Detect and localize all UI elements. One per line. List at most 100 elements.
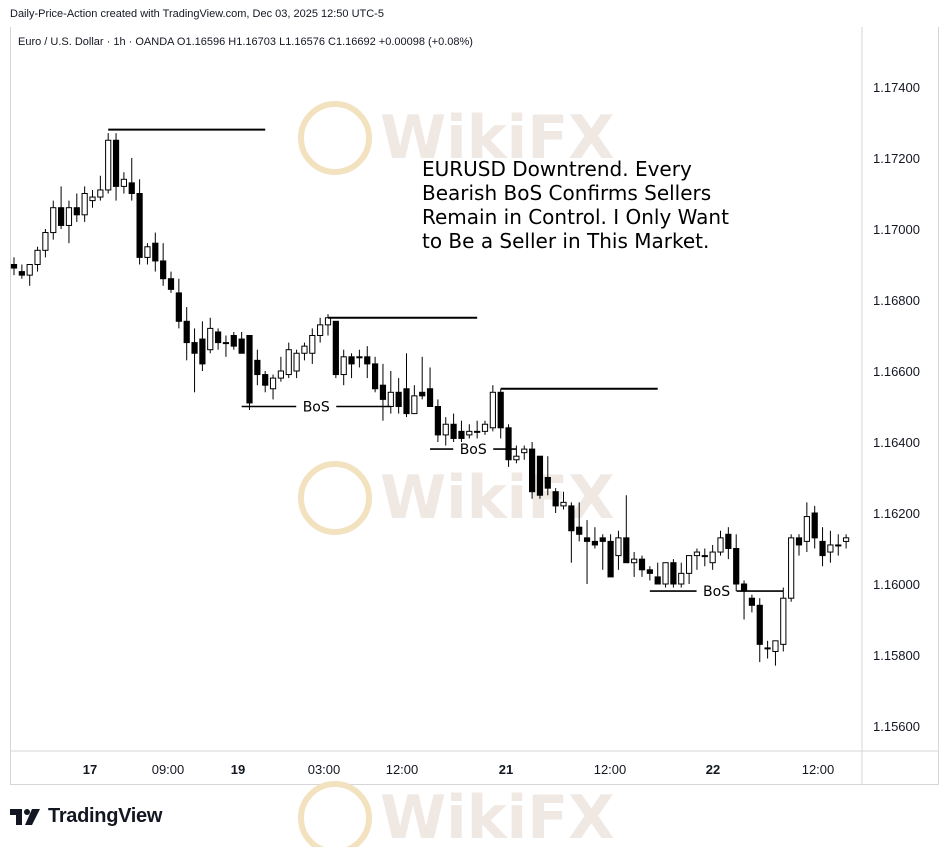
candle[interactable] [576,502,583,542]
candle[interactable] [599,534,606,570]
candle[interactable] [701,548,708,567]
candle[interactable] [442,417,449,446]
candle[interactable] [293,349,300,379]
candle[interactable] [725,527,732,560]
candle[interactable] [340,349,347,386]
candle[interactable] [552,488,559,513]
candle[interactable] [238,331,245,354]
candle[interactable] [756,598,763,663]
candle[interactable] [18,264,25,279]
candle[interactable] [128,158,135,201]
candle[interactable] [481,420,489,435]
candle[interactable] [207,317,214,354]
candle[interactable] [591,527,598,549]
candle[interactable] [395,378,402,414]
candle[interactable] [317,317,324,343]
candle[interactable] [269,374,277,400]
candle[interactable] [191,328,198,393]
candle[interactable] [215,328,222,350]
candle[interactable] [356,349,363,368]
candle[interactable] [144,243,151,265]
candle[interactable] [450,413,457,442]
tradingview-logo[interactable]: TradingView [10,805,162,828]
candle[interactable] [403,353,410,418]
candle[interactable] [42,229,49,258]
candle[interactable] [167,271,175,293]
candle[interactable] [788,534,795,602]
candle[interactable] [513,445,520,464]
candle[interactable] [199,321,206,371]
candle[interactable] [811,505,818,549]
candle[interactable] [26,264,33,286]
candle[interactable] [709,544,716,570]
candle[interactable] [748,594,755,613]
candle[interactable] [686,555,693,584]
candle[interactable] [615,530,622,570]
candle[interactable] [81,186,88,222]
candle[interactable] [372,356,379,393]
candle[interactable] [348,353,355,379]
candle[interactable] [426,367,434,407]
candle[interactable] [646,566,653,581]
candle[interactable] [497,388,504,439]
candle[interactable] [120,172,128,194]
candle[interactable] [379,363,387,421]
candle[interactable] [419,356,426,400]
candle[interactable] [50,200,57,240]
candle[interactable] [58,186,65,229]
candle[interactable] [175,278,182,329]
candle[interactable] [843,534,850,549]
candle[interactable] [536,455,544,499]
candle[interactable] [458,420,465,442]
candle[interactable] [717,530,724,556]
candle[interactable] [631,552,638,577]
candle[interactable] [152,232,159,272]
candle[interactable] [222,335,230,357]
candle[interactable] [835,534,842,556]
candle[interactable] [583,520,591,584]
candle[interactable] [183,307,190,361]
candle[interactable] [246,335,253,411]
candle[interactable] [105,133,112,194]
candle[interactable] [544,456,551,496]
candle[interactable] [819,527,826,567]
candle[interactable] [254,349,261,386]
candle[interactable] [332,320,339,379]
candle[interactable] [262,371,269,393]
candle[interactable] [136,179,143,265]
candle[interactable] [73,193,80,222]
candle[interactable] [670,559,677,588]
candle[interactable] [772,640,779,666]
candle[interactable] [89,189,96,208]
candle[interactable] [733,534,740,592]
candle[interactable] [638,555,646,577]
candle[interactable] [97,175,104,201]
candle[interactable] [662,562,669,588]
candle[interactable] [160,243,167,286]
candle[interactable] [795,534,803,556]
candle[interactable] [301,342,308,361]
candle[interactable] [411,385,418,415]
candle[interactable] [434,399,441,442]
candle[interactable] [10,257,18,276]
candle[interactable] [521,445,528,460]
candle[interactable] [560,491,567,510]
candle[interactable] [65,200,73,244]
candle[interactable] [764,640,771,659]
candle[interactable] [780,587,787,652]
candle[interactable] [466,424,473,439]
candle[interactable] [474,420,481,439]
candle[interactable] [678,562,685,588]
candle[interactable] [607,534,614,578]
candle[interactable] [489,385,496,432]
candle[interactable] [277,356,284,382]
candle[interactable] [623,495,630,564]
candle[interactable] [568,502,575,563]
candle[interactable] [529,442,536,499]
candle[interactable] [285,342,292,379]
candle[interactable] [505,424,512,467]
candle[interactable] [230,331,237,350]
candle[interactable] [364,346,371,379]
candle[interactable] [693,548,701,570]
